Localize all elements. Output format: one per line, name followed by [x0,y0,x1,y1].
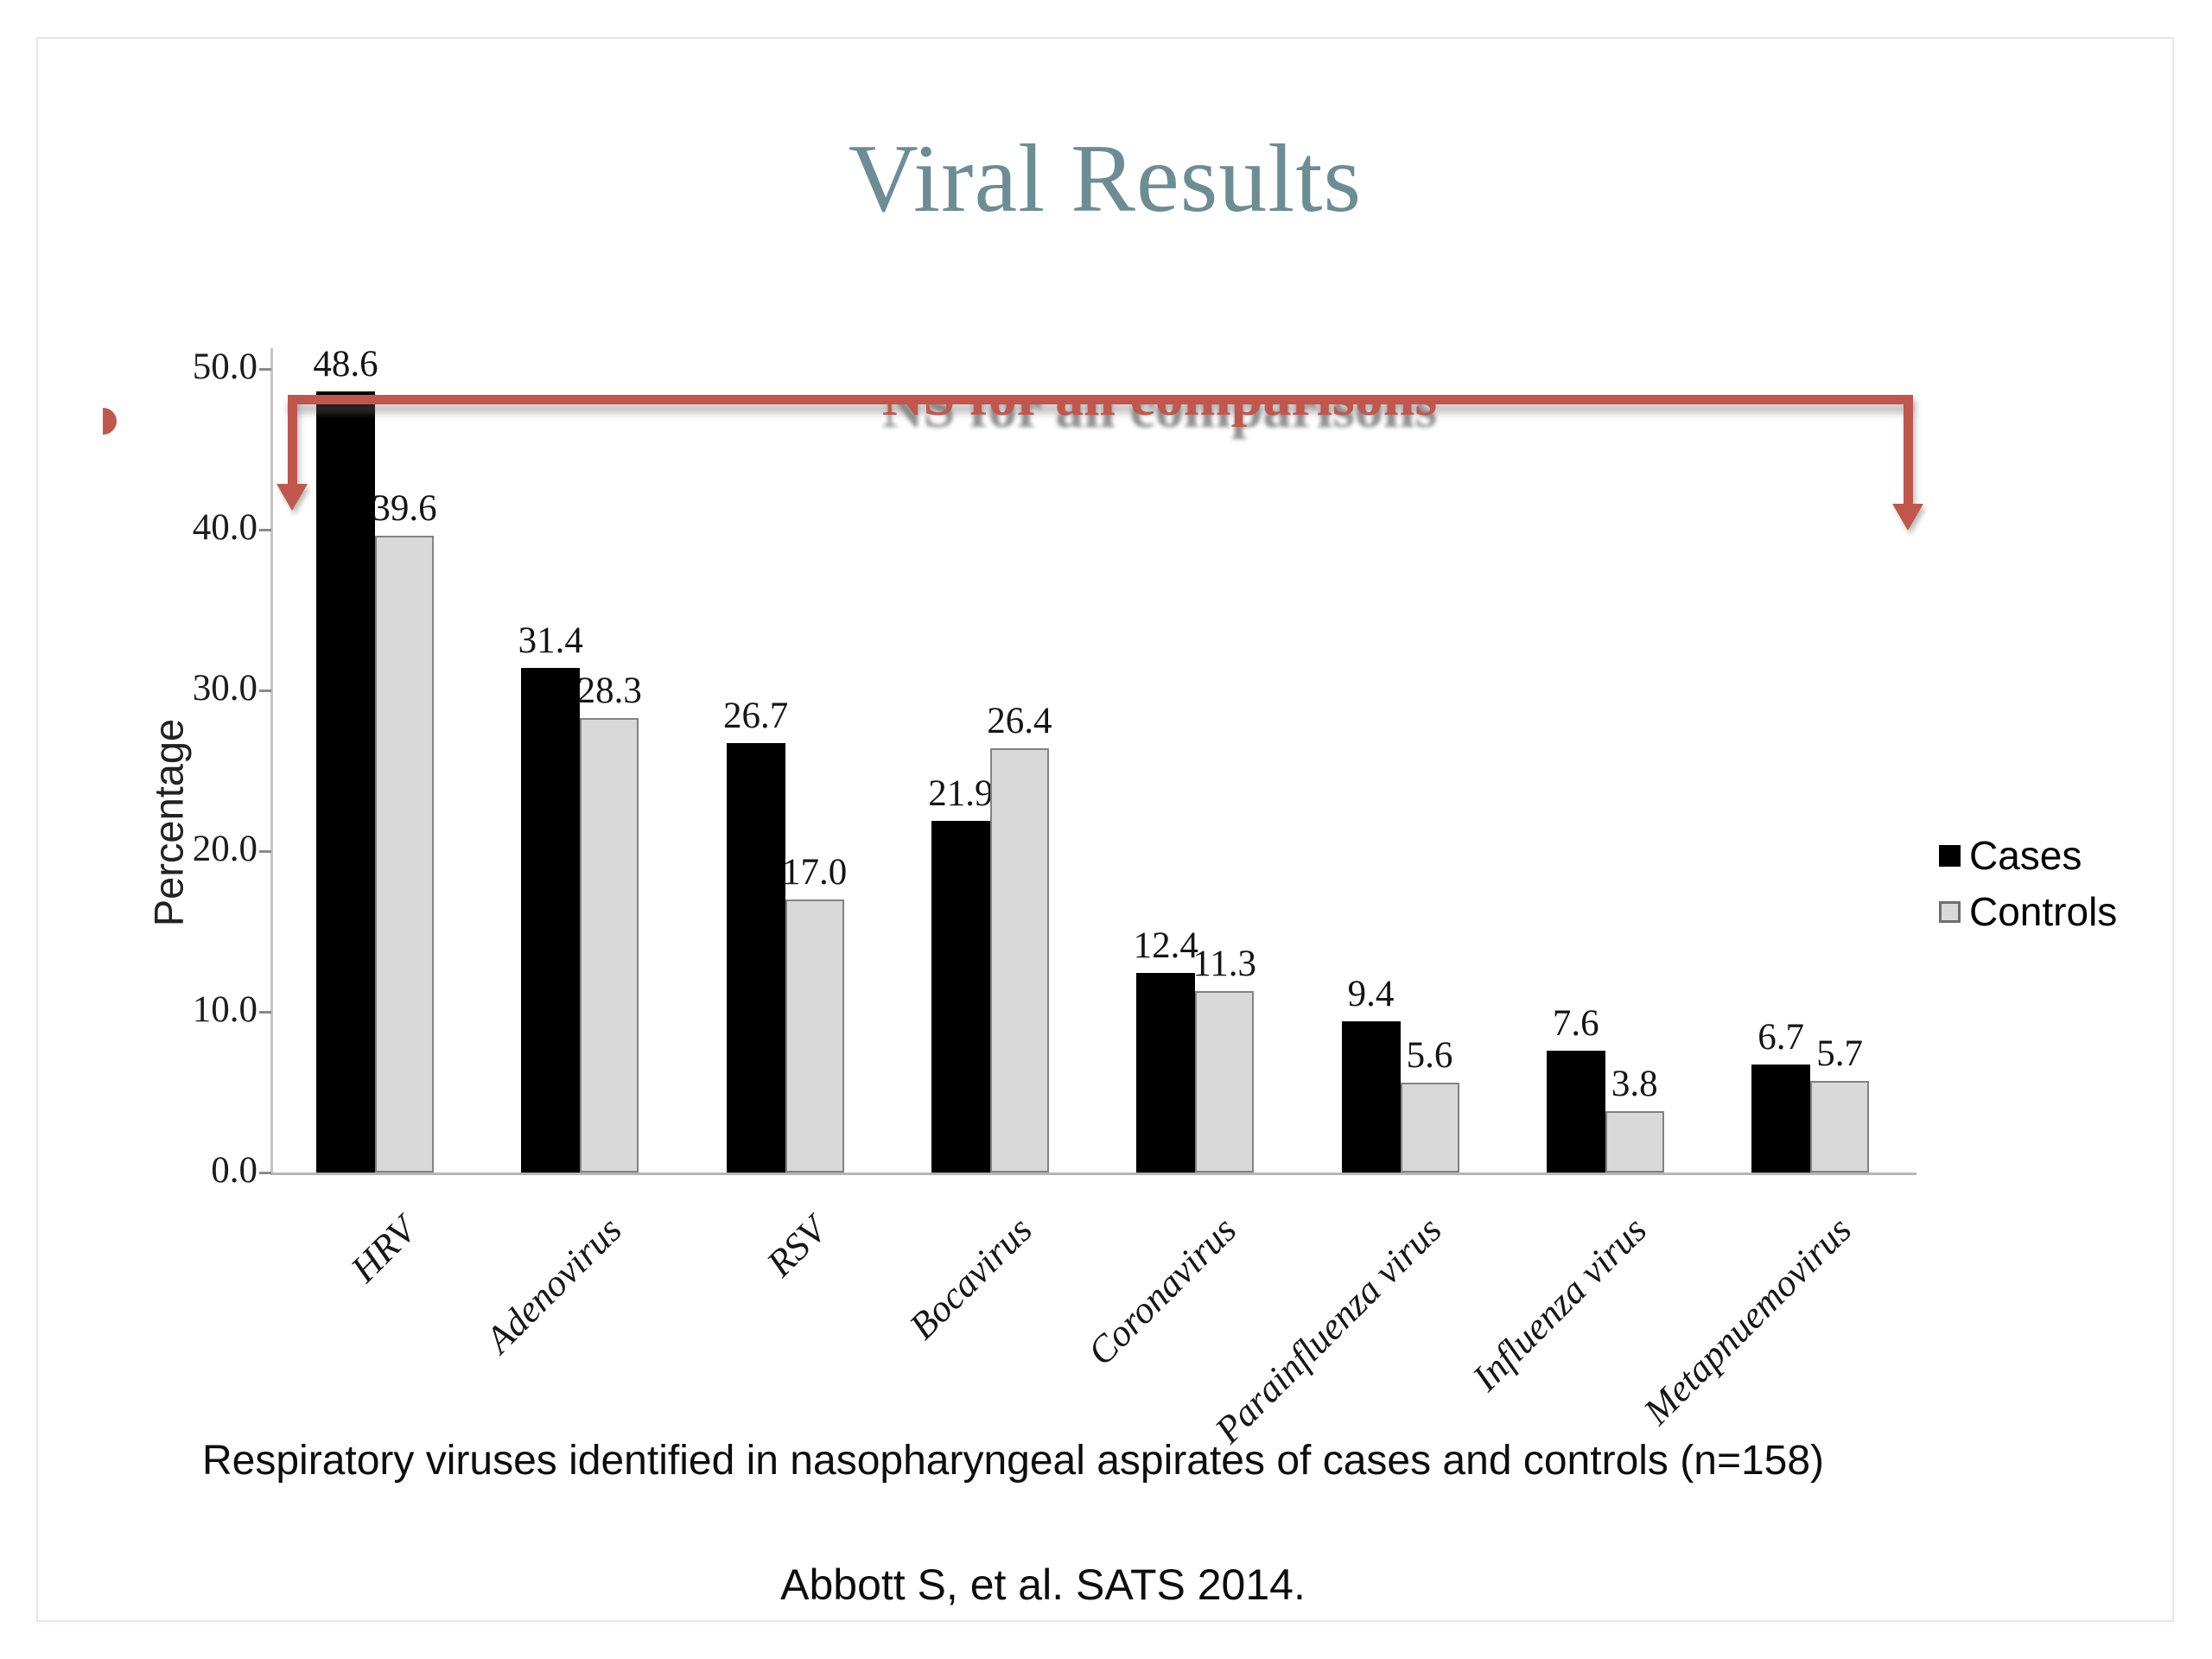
value-label: 11.3 [1192,943,1257,984]
down-arrow-icon [276,484,308,511]
bar-cases-metapnuemovirus [1751,1065,1811,1173]
value-label: 39.6 [372,488,437,530]
down-arrow-icon [1892,504,1923,531]
category-label: Adenovirus [477,1208,630,1362]
value-label: 26.4 [987,700,1052,741]
y-tick-label: 10.0 [192,989,257,1030]
value-label: 21.9 [928,772,994,814]
legend-label-controls: Controls [1969,889,2118,934]
x-axis-line [270,1173,1916,1175]
category-label: Bocavirus [900,1208,1040,1348]
category-label: Parainfluenza virus [1206,1208,1450,1452]
bar-controls-influenza-virus [1605,1111,1664,1173]
orange-bullet-decoration [103,408,117,435]
y-axis-line [270,348,273,1175]
value-label: 6.7 [1758,1017,1804,1058]
bar-cases-coronavirus [1136,973,1196,1173]
category-label: Coronavirus [1079,1208,1245,1374]
presentation-slide: Viral Results Percentage 0.0 10.0 20.0 30.0… [36,37,2174,1622]
value-label: 31.4 [518,620,583,661]
bar-controls-bocavirus [989,747,1049,1173]
y-tick-mark [259,368,271,371]
value-label: 5.7 [1816,1033,1863,1074]
bar-controls-metapnuemovirus [1810,1080,1870,1173]
bar-controls-coronavirus [1195,990,1255,1173]
bar-controls-hrv [375,536,434,1173]
category-label: RSV [758,1208,835,1285]
y-tick-label: 20.0 [192,829,257,869]
y-tick-mark [259,1011,271,1014]
value-label: 12.4 [1133,925,1198,967]
y-tick-mark [259,850,271,853]
category-label: Influenza virus [1464,1208,1656,1400]
bar-controls-adenovirus [580,717,639,1173]
y-tick-mark [259,1172,271,1174]
y-tick-label: 0.0 [211,1150,257,1191]
value-label: 26.7 [722,696,789,737]
slide-title: Viral Results [848,125,1363,232]
value-label: 7.6 [1552,1002,1599,1044]
y-tick-mark [259,529,271,531]
controls-swatch-icon [1939,900,1961,923]
y-tick-mark [259,690,271,692]
annotation-bracket-line [288,395,1913,404]
y-axis-title: Percentage [145,718,192,927]
value-label: 28.3 [576,670,642,711]
annotation-text-clip: NS for all comparisons [797,404,1522,461]
category-label: HRV [342,1208,425,1291]
cases-swatch-icon [1939,844,1961,867]
value-label: 17.0 [781,851,848,893]
chart-caption: Respiratory viruses identified in nasoph… [202,1438,1825,1484]
y-tick-label: 30.0 [192,668,257,709]
bar-controls-parainfluenza-virus [1400,1082,1459,1173]
value-label: 48.6 [313,344,378,385]
bar-cases-rsv [726,743,785,1173]
annotation-bracket-left-drop [288,395,297,486]
bar-controls-rsv [785,899,844,1173]
bar-cases-hrv [316,391,375,1173]
value-label: 5.6 [1406,1034,1453,1076]
citation: Abbott S, et al. SATS 2014. [780,1560,1306,1609]
category-label: Metapnuemovirus [1636,1208,1860,1433]
annotation-text: NS for all comparisons [797,404,1522,427]
bar-cases-bocavirus [931,820,990,1173]
y-tick-label: 50.0 [192,346,257,387]
bar-cases-influenza-virus [1546,1050,1605,1173]
legend-item-cases: Cases [1939,832,2082,879]
bar-cases-parainfluenza-virus [1341,1021,1401,1173]
legend-label-cases: Cases [1969,833,2082,878]
value-label: 9.4 [1347,974,1395,1015]
y-tick-label: 40.0 [192,507,257,548]
legend-item-controls: Controls [1939,888,2117,935]
value-label: 3.8 [1611,1064,1658,1105]
bar-cases-adenovirus [521,667,581,1173]
annotation-bracket-right-drop [1904,395,1913,505]
